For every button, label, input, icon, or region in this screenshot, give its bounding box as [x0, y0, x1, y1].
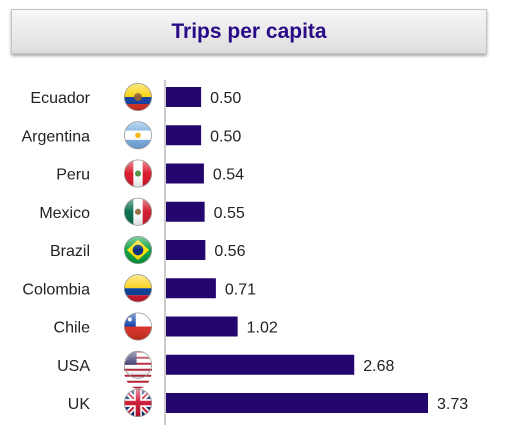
peru-flag-icon [124, 159, 153, 188]
bar [166, 354, 355, 375]
value-label: 1.02 [247, 320, 278, 337]
bar [166, 125, 202, 146]
ecuador-flag-icon [124, 83, 153, 112]
uk-flag-icon [124, 388, 153, 417]
category-label: Brazil [50, 243, 90, 260]
bar [166, 201, 205, 222]
value-label: 0.56 [214, 243, 245, 260]
bar [166, 393, 428, 413]
category-label: USA [57, 358, 90, 375]
category-label: UK [68, 396, 91, 413]
value-label: 2.68 [363, 358, 394, 375]
bar [166, 163, 204, 184]
category-label: Colombia [22, 281, 90, 298]
value-label: 0.71 [225, 281, 256, 298]
category-label: Ecuador [30, 90, 90, 107]
brazil-flag-icon [124, 235, 153, 264]
value-label: 3.73 [437, 396, 468, 413]
value-label: 0.54 [213, 167, 244, 184]
chart-title: Trips per capita [171, 19, 327, 43]
category-label: Chile [54, 320, 91, 337]
bar [166, 316, 238, 337]
value-label: 0.55 [214, 205, 245, 222]
colombia-flag-icon [124, 274, 153, 303]
chart-title-box: Trips per capita [11, 9, 487, 54]
bar [166, 87, 202, 107]
category-label: Peru [56, 167, 90, 184]
argentina-flag-icon [124, 121, 153, 150]
bar [166, 240, 206, 260]
category-label: Argentina [22, 128, 91, 145]
value-label: 0.50 [210, 90, 241, 107]
category-label: Mexico [39, 205, 90, 222]
usa-flag-icon [124, 350, 153, 389]
bar [166, 278, 216, 299]
mexico-flag-icon [124, 197, 153, 226]
value-label: 0.50 [210, 128, 241, 145]
chile-flag-icon [124, 312, 153, 341]
